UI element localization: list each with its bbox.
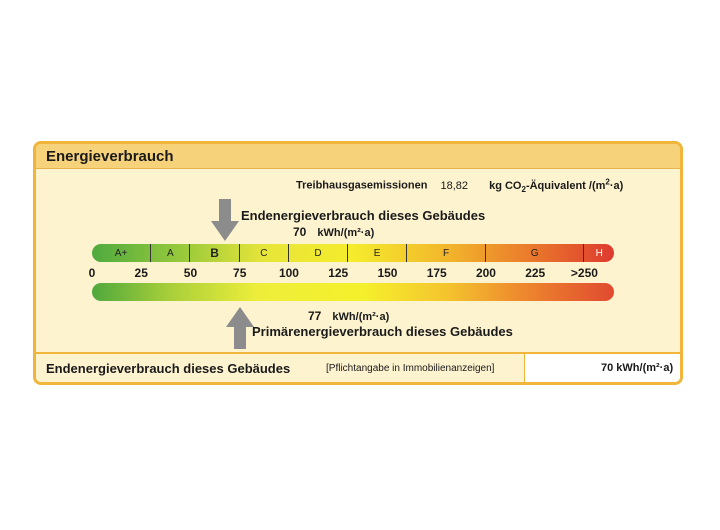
footer-label-cell: Endenergieverbrauch dieses Gebäudes [Pfl… (36, 354, 525, 382)
endenergie-value: 70 (293, 225, 307, 239)
scale-tick: 200 (475, 266, 496, 280)
scale-tick: 175 (426, 266, 447, 280)
scale-tick: 25 (134, 266, 148, 280)
class-segment: A+ (92, 244, 152, 262)
class-segment: G (486, 244, 585, 262)
scale-tick: 125 (328, 266, 349, 280)
scale-tick: >250 (570, 266, 598, 280)
class-segment: D (289, 244, 349, 262)
endenergie-value-row: 70 kWh/(m²·a) (293, 225, 374, 239)
class-segment: A (151, 244, 191, 262)
endenergie-unit: kWh/(m²·a) (317, 227, 375, 239)
class-segment: B (190, 244, 240, 262)
footer-value: 70 kWh/(m²·a) (601, 362, 674, 374)
arrow-up-icon (226, 307, 254, 349)
co2-value: 18,82 (440, 179, 469, 192)
class-segment: F (407, 244, 486, 262)
scale-tick: 225 (525, 266, 546, 280)
class-segment: C (240, 244, 289, 262)
energy-certificate-card: Energieverbrauch Treibhausgasemissionen … (33, 141, 683, 385)
title-bar: Energieverbrauch (36, 144, 680, 169)
scale-tick: 50 (183, 266, 198, 280)
footer-note: [Pflichtangabe in Immobilienanzeigen] (326, 363, 495, 374)
co2-emissions-row: Treibhausgasemissionen 18,82 kg CO2-Äqui… (296, 177, 623, 194)
class-segment: H (595, 247, 603, 259)
scale-tick: 100 (278, 266, 299, 280)
card-title: Energieverbrauch (46, 148, 174, 165)
arrow-down-icon (211, 199, 239, 241)
kwh-scale: 0 25 50 75 100 125 150 175 200 225 >250 (88, 266, 614, 280)
primaerenergie-value-row: 77 kWh/(m²·a) (308, 309, 389, 323)
co2-label: Treibhausgasemissionen (296, 179, 428, 192)
footer-title: Endenergieverbrauch dieses Gebäudes (46, 361, 291, 376)
scale-tick: 0 (88, 266, 96, 280)
scale-tick: 150 (377, 266, 398, 280)
energy-gradient-bar (92, 283, 614, 301)
class-segment: E (348, 244, 408, 262)
scale-tick: 75 (233, 266, 247, 280)
efficiency-class-bar: A+ A B C D E F G H (92, 244, 614, 262)
primaerenergie-label: Primärenergieverbrauch dieses Gebäudes (252, 324, 513, 339)
endenergie-label: Endenergieverbrauch dieses Gebäudes (241, 208, 486, 223)
primaerenergie-unit: kWh/(m²·a) (332, 311, 390, 323)
co2-unit: kg CO2-Äquivalent /(m2·a) (489, 177, 624, 194)
primaerenergie-value: 77 (308, 309, 322, 323)
footer-row: Endenergieverbrauch dieses Gebäudes [Pfl… (36, 352, 680, 382)
